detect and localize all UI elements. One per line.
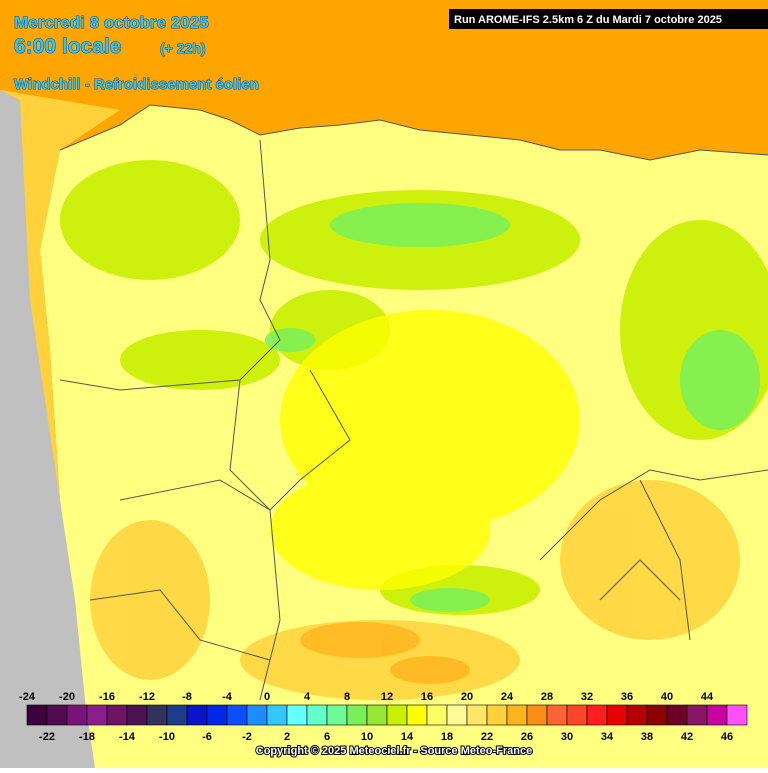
legend-label: 18 [441, 731, 453, 743]
legend-swatch [646, 704, 668, 726]
legend-label: -16 [99, 691, 115, 703]
legend-label: 24 [501, 691, 514, 703]
legend-swatch [226, 704, 248, 726]
legend-swatch [106, 704, 128, 726]
legend-label: 6 [324, 731, 330, 743]
legend-swatch [46, 704, 68, 726]
legend-label: -20 [59, 691, 75, 703]
legend-label: -4 [222, 691, 233, 703]
run-box [449, 9, 768, 29]
legend-swatch [26, 704, 48, 726]
legend-swatch [186, 704, 208, 726]
legend-swatch [686, 704, 708, 726]
legend-label: -24 [19, 691, 36, 703]
out-of-domain [0, 90, 95, 768]
legend-swatch [306, 704, 328, 726]
legend-label: 8 [344, 691, 350, 703]
legend-label: 38 [641, 731, 653, 743]
legend-label: -10 [159, 731, 175, 743]
legend-swatch [446, 704, 468, 726]
legend-label: 28 [541, 691, 553, 703]
legend-label: 44 [701, 691, 714, 703]
legend-label: 14 [401, 731, 414, 743]
legend-swatch [146, 704, 168, 726]
legend-swatch [466, 704, 488, 726]
legend-label: 42 [681, 731, 693, 743]
legend-swatch [666, 704, 688, 726]
legend-swatch [546, 704, 568, 726]
legend-swatch [266, 704, 288, 726]
legend-label: -2 [242, 731, 252, 743]
legend-swatch [426, 704, 448, 726]
legend: -24-22-20-18-16-14-12-10-8-6-4-202468101… [19, 691, 748, 743]
legend-swatch [246, 704, 268, 726]
legend-swatch [706, 704, 728, 726]
legend-swatch [346, 704, 368, 726]
legend-label: -8 [182, 691, 192, 703]
legend-swatch [66, 704, 88, 726]
run-info: Run AROME-IFS 2.5km 6 Z du Mardi 7 octob… [454, 14, 722, 26]
legend-swatch [326, 704, 348, 726]
legend-label: 34 [601, 731, 614, 743]
legend-label: 0 [264, 691, 270, 703]
legend-swatch [626, 704, 648, 726]
legend-label: -12 [139, 691, 155, 703]
legend-label: 26 [521, 731, 533, 743]
legend-swatch [526, 704, 548, 726]
legend-swatch [726, 704, 748, 726]
legend-swatch [406, 704, 428, 726]
legend-swatch [126, 704, 148, 726]
legend-label: -18 [79, 731, 95, 743]
legend-label: 2 [284, 731, 290, 743]
legend-swatch [166, 704, 188, 726]
legend-swatch [286, 704, 308, 726]
bright-green-patches [265, 203, 760, 612]
hot-patches [300, 622, 470, 684]
legend-swatch [506, 704, 528, 726]
legend-label: 22 [481, 731, 493, 743]
copyright: Copyright © 2025 Meteociel.fr - Source M… [256, 745, 532, 757]
legend-swatch [386, 704, 408, 726]
legend-label: 32 [581, 691, 593, 703]
legend-label: -22 [39, 731, 55, 743]
legend-label: -14 [119, 731, 136, 743]
legend-swatch [486, 704, 508, 726]
legend-label: -6 [202, 731, 212, 743]
time: 6:00 locale [14, 35, 121, 58]
legend-swatch [566, 704, 588, 726]
legend-swatch [366, 704, 388, 726]
legend-label: 30 [561, 731, 573, 743]
legend-swatch [206, 704, 228, 726]
lead: (+ 22h) [160, 40, 206, 56]
legend-swatch [86, 704, 108, 726]
date: Mercredi 8 octobre 2025 [14, 13, 209, 32]
borders [59, 104, 768, 701]
legend-label: 10 [361, 731, 373, 743]
legend-swatch [586, 704, 608, 726]
legend-label: 4 [304, 691, 311, 703]
legend-label: 46 [721, 731, 733, 743]
legend-label: 40 [661, 691, 673, 703]
yellow-patches [270, 310, 580, 590]
legend-label: 20 [461, 691, 473, 703]
legend-swatch [606, 704, 628, 726]
parameter: Windchill - Refroidissement éolien [14, 76, 259, 93]
legend-label: 16 [421, 691, 433, 703]
legend-label: 12 [381, 691, 393, 703]
legend-label: 36 [621, 691, 633, 703]
